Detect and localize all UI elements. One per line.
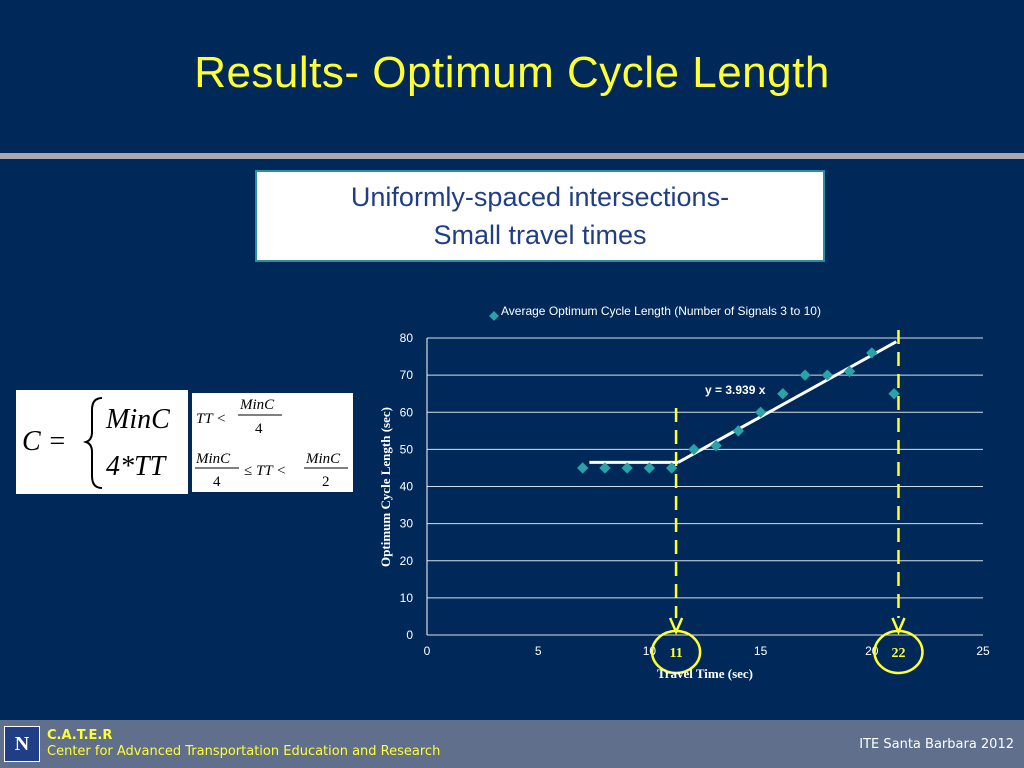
y-tick-label: 0: [406, 628, 413, 642]
subtitle-box: Uniformly-spaced intersections- Small tr…: [255, 170, 825, 262]
marker-circle-icon: [873, 629, 924, 675]
formula-case-2: 4*TT: [106, 451, 168, 482]
formula-case-1: MinC: [105, 404, 170, 435]
fit-equation-label: y = 3.939 x: [705, 383, 766, 397]
data-point: [599, 462, 611, 474]
subtitle-line-1: Uniformly-spaced intersections-: [350, 182, 730, 212]
subtitle-line-2: Small travel times: [433, 220, 647, 250]
cond2-numerator-a: MinC: [195, 451, 231, 467]
legend-label: Average Optimum Cycle Length (Number of …: [501, 304, 821, 318]
y-tick-label: 50: [400, 442, 414, 456]
data-point: [643, 462, 656, 474]
y-tick-label: 40: [400, 480, 414, 494]
data-point: [621, 462, 633, 474]
title-divider: [0, 153, 1024, 159]
y-axis-ticks: 0 10 20 30 40 50 60 70 80: [400, 331, 414, 642]
marker-circle-icon: [650, 629, 702, 675]
footer-org-full: Center for Advanced Transportation Educa…: [47, 744, 441, 759]
y-tick-label: 30: [400, 517, 414, 531]
x-tick-label: 5: [535, 644, 542, 658]
footer: N C.A.T.E.R Center for Advanced Transpor…: [0, 720, 1024, 768]
chart-legend: Average Optimum Cycle Length (Number of …: [489, 304, 821, 321]
fit-segment: [677, 340, 897, 464]
data-point: [799, 369, 811, 381]
cond2-numerator-b: MinC: [305, 451, 341, 467]
cond2-denominator-a: 4: [213, 474, 221, 490]
y-tick-label: 60: [400, 405, 414, 419]
data-point: [577, 462, 589, 474]
formula-lhs: C =: [22, 426, 67, 457]
cond2-middle: ≤ TT <: [244, 463, 286, 479]
cond2-denominator-b: 2: [322, 474, 330, 490]
university-logo-icon: N: [4, 726, 40, 762]
fit-line: [589, 340, 897, 464]
x-tick-label: 0: [424, 644, 431, 658]
threshold-markers: 11 22: [650, 330, 924, 675]
brace-icon: [82, 397, 103, 489]
cond1-numerator: MinC: [239, 397, 275, 413]
cond1-denominator: 4: [255, 421, 263, 437]
footer-event: ITE Santa Barbara 2012: [859, 737, 1014, 752]
x-tick-label: 25: [976, 644, 990, 658]
data-point: [688, 443, 700, 456]
x-tick-label: 15: [754, 644, 768, 658]
x-tick-label: 20: [865, 644, 879, 658]
y-axis-label: Optimum Cycle Length (sec): [378, 407, 393, 567]
y-tick-label: 20: [400, 554, 414, 568]
y-tick-label: 80: [400, 331, 414, 345]
formula-conditions: TT < MinC 4 MinC 4 ≤ TT < MinC 2: [192, 393, 353, 492]
data-point: [777, 388, 789, 400]
footer-org-short: C.A.T.E.R: [47, 728, 113, 743]
y-tick-label: 10: [400, 591, 414, 605]
cond1-left: TT <: [196, 411, 226, 427]
y-tick-label: 70: [400, 368, 414, 382]
marker-label: 22: [891, 646, 905, 661]
chart-gridlines: [426, 337, 983, 636]
legend-marker-icon: [489, 311, 499, 321]
slide-title: Results- Optimum Cycle Length: [194, 48, 830, 97]
formula-piecewise: C = MinC 4*TT: [16, 390, 188, 494]
x-tick-label: 10: [643, 644, 657, 658]
marker-label: 11: [669, 646, 682, 661]
x-axis-label: Travel Time (sec): [657, 666, 753, 681]
